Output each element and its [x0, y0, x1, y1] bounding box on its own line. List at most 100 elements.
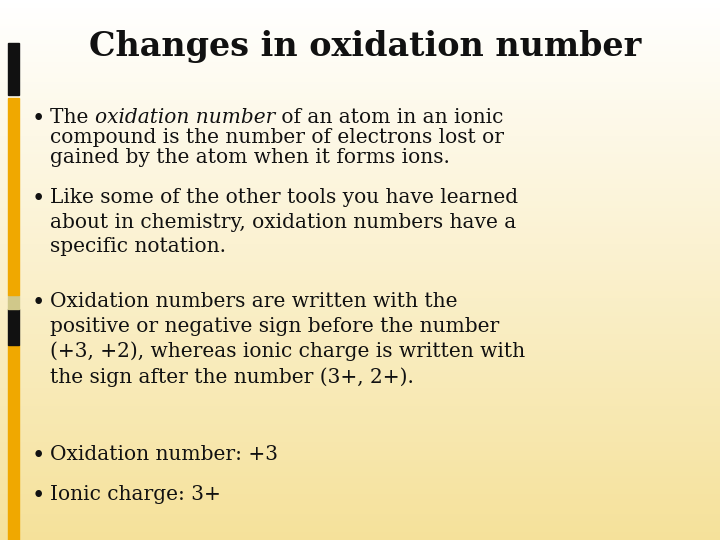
Bar	[0, 420, 720, 421]
Text: Ionic charge: 3+: Ionic charge: 3+	[50, 485, 221, 504]
Bar	[0, 185, 720, 187]
Bar	[0, 66, 720, 69]
Bar	[0, 528, 720, 529]
Bar	[0, 88, 720, 90]
Bar	[0, 398, 720, 400]
Bar	[0, 72, 720, 74]
Bar	[0, 201, 720, 204]
Bar	[0, 290, 720, 292]
Bar	[0, 405, 720, 407]
Bar	[0, 266, 720, 268]
Bar	[0, 329, 720, 331]
Bar	[0, 225, 720, 227]
Bar	[0, 81, 720, 83]
Bar	[0, 282, 720, 285]
Bar	[0, 362, 720, 363]
Bar	[0, 18, 720, 20]
Bar	[0, 522, 720, 524]
Bar	[0, 209, 720, 211]
Bar	[0, 367, 720, 369]
Bar	[0, 70, 720, 72]
Bar	[0, 302, 720, 304]
Bar	[0, 86, 720, 88]
Bar	[0, 259, 720, 261]
Bar	[0, 218, 720, 220]
Text: The: The	[50, 108, 95, 127]
Text: of an atom in an ionic: of an atom in an ionic	[275, 108, 503, 127]
Bar	[0, 139, 720, 140]
Bar	[0, 137, 720, 139]
Bar	[0, 328, 720, 329]
Bar	[0, 169, 720, 171]
Bar	[0, 5, 720, 7]
Bar	[8, 43, 19, 95]
Bar	[0, 376, 720, 378]
Bar	[0, 131, 720, 133]
Bar	[0, 390, 720, 393]
Bar	[0, 285, 720, 286]
Bar	[0, 239, 720, 241]
Bar	[0, 461, 720, 463]
Bar	[0, 214, 720, 216]
Bar	[0, 360, 720, 362]
Bar	[0, 299, 720, 301]
Bar	[0, 366, 720, 367]
Bar	[0, 358, 720, 360]
Bar	[0, 63, 720, 65]
Bar	[0, 250, 720, 252]
Bar	[0, 423, 720, 425]
Bar	[0, 454, 720, 455]
Bar	[0, 396, 720, 398]
Text: •: •	[32, 485, 45, 507]
Bar	[0, 301, 720, 302]
Bar	[0, 475, 720, 477]
Bar	[0, 104, 720, 106]
Bar	[0, 518, 720, 520]
Bar	[0, 277, 720, 279]
Text: •: •	[32, 445, 45, 467]
Bar	[0, 326, 720, 328]
Bar	[0, 495, 720, 497]
Bar	[0, 333, 720, 335]
Bar	[0, 468, 720, 470]
Bar	[0, 58, 720, 59]
Bar	[0, 184, 720, 185]
Bar	[0, 270, 720, 272]
Bar	[0, 38, 720, 39]
Bar	[0, 255, 720, 258]
Bar	[0, 52, 720, 54]
Bar	[0, 47, 720, 49]
Bar	[0, 204, 720, 205]
Bar	[0, 49, 720, 50]
Bar	[0, 471, 720, 474]
Bar	[0, 525, 720, 528]
Bar	[0, 427, 720, 428]
Bar	[0, 508, 720, 509]
Bar	[0, 90, 720, 92]
Bar	[0, 455, 720, 457]
Bar	[0, 254, 720, 255]
Bar	[0, 113, 720, 115]
Bar	[0, 25, 720, 27]
Bar	[0, 524, 720, 525]
Bar	[0, 180, 720, 182]
Bar	[0, 236, 720, 238]
Bar	[0, 535, 720, 536]
Bar	[0, 173, 720, 174]
Bar	[0, 42, 720, 43]
Text: Oxidation numbers are written with the
positive or negative sign before the numb: Oxidation numbers are written with the p…	[50, 292, 525, 387]
Bar	[0, 144, 720, 146]
Bar	[0, 99, 720, 101]
Bar	[0, 533, 720, 535]
Bar	[0, 281, 720, 282]
Bar	[0, 425, 720, 427]
Bar	[0, 474, 720, 475]
Bar	[0, 340, 720, 342]
Text: •: •	[32, 108, 45, 130]
Bar	[0, 308, 720, 309]
Bar	[0, 421, 720, 423]
Text: compound is the number of electrons lost or: compound is the number of electrons lost…	[50, 128, 504, 147]
Bar	[0, 151, 720, 153]
Bar	[0, 9, 720, 11]
Bar	[0, 221, 720, 223]
